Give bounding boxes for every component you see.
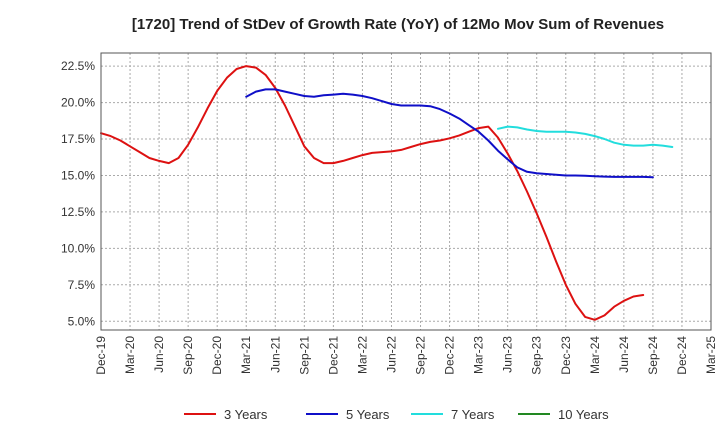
series-line-7-years — [497, 125, 674, 148]
legend-label-7-years: 7 Years — [451, 407, 495, 422]
y-tick-label: 17.5% — [61, 132, 95, 146]
x-tick-label: Dec-19 — [94, 336, 108, 375]
legend: 3 Years 5 Years 7 Years 10 Years — [184, 407, 609, 422]
y-tick-label: 20.0% — [61, 96, 95, 110]
x-tick-label: Sep-22 — [414, 336, 428, 375]
x-tick-label: Jun-22 — [384, 336, 398, 373]
plot-area-frame — [100, 52, 712, 331]
series-line-3-years — [100, 65, 645, 321]
y-tick-label: 15.0% — [61, 168, 95, 182]
x-tick-label: Jun-23 — [501, 336, 515, 373]
x-tick-label: Dec-22 — [443, 336, 457, 375]
y-tick-label: 7.5% — [68, 278, 96, 292]
x-tick-label: Mar-20 — [123, 336, 137, 374]
x-axis-ticks: Dec-19 Mar-20 Jun-20 Sep-20 Dec-20 Mar-21 Jun-… — [94, 336, 718, 375]
y-tick-label: 10.0% — [61, 241, 95, 255]
series-lines — [100, 65, 674, 321]
x-tick-label: Sep-24 — [646, 336, 660, 375]
x-tick-label: Dec-23 — [559, 336, 573, 375]
legend-label-3-years: 3 Years — [224, 407, 268, 422]
chart-title: [1720] Trend of StDev of Growth Rate (Yo… — [132, 16, 664, 33]
legend-label-10-years: 10 Years — [558, 407, 609, 422]
x-tick-label: Dec-20 — [210, 336, 224, 375]
x-tick-label: Jun-21 — [268, 336, 282, 373]
y-tick-label: 5.0% — [68, 314, 96, 328]
grid-lines — [101, 53, 711, 330]
x-tick-label: Jun-24 — [617, 336, 631, 373]
x-tick-label: Mar-22 — [355, 336, 369, 374]
x-tick-label: Sep-21 — [297, 336, 311, 375]
x-tick-label: Sep-23 — [530, 336, 544, 375]
x-tick-label: Mar-21 — [239, 336, 253, 374]
series-line-5-years — [245, 88, 654, 179]
x-tick-label: Dec-24 — [675, 336, 689, 375]
x-tick-label: Mar-23 — [472, 336, 486, 374]
x-tick-label: Mar-25 — [704, 336, 718, 374]
x-tick-label: Jun-20 — [152, 336, 166, 373]
y-tick-label: 12.5% — [61, 205, 95, 219]
y-axis-ticks: 5.0% 7.5% 10.0% 12.5% 15.0% 17.5% 20.0% 22.5% — [61, 59, 95, 328]
legend-label-5-years: 5 Years — [346, 407, 390, 422]
y-tick-label: 22.5% — [61, 59, 95, 73]
x-tick-label: Mar-24 — [588, 336, 602, 374]
x-tick-label: Sep-20 — [181, 336, 195, 375]
x-tick-label: Dec-21 — [326, 336, 340, 375]
